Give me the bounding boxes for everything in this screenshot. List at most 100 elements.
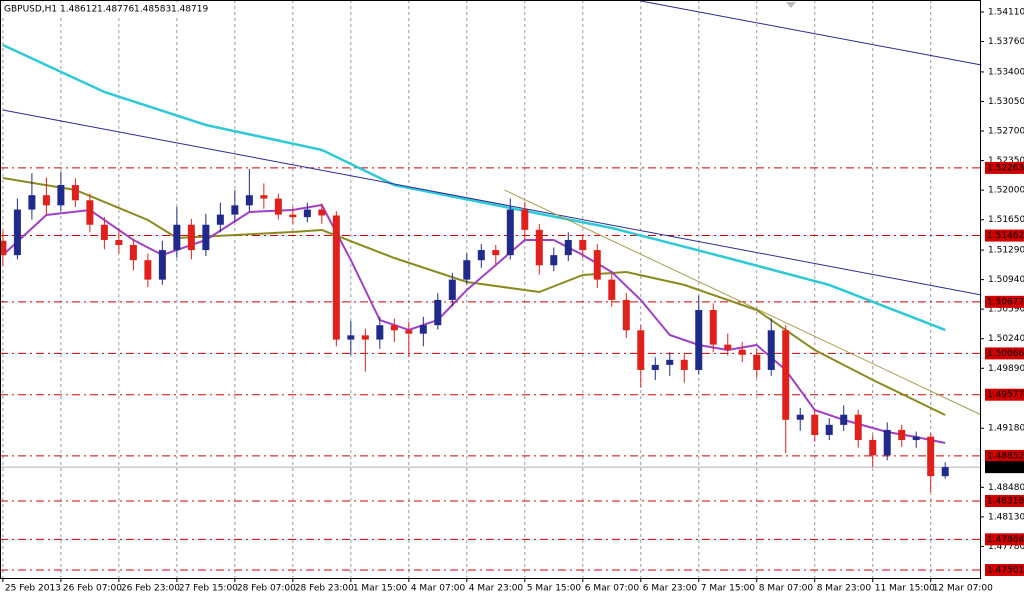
x-tick-label: 1 Mar 15:00 — [353, 584, 408, 594]
level-label: 1.50066 — [987, 349, 1024, 359]
y-tick-label: 1.51650 — [988, 215, 1024, 225]
candle-body — [13, 209, 21, 256]
candle-body — [927, 436, 935, 477]
x-tick-label: 27 Feb 15:00 — [179, 584, 238, 594]
candle-body — [376, 325, 384, 340]
level-label: 1.47501 — [987, 565, 1024, 575]
candle-body — [86, 200, 94, 225]
candle-body — [912, 436, 920, 441]
x-tick-label: 5 Mar 15:00 — [527, 584, 582, 594]
y-tick-label: 1.48130 — [988, 512, 1024, 522]
level-label-bg — [985, 495, 1024, 508]
candle-body — [202, 224, 210, 251]
candle-body — [550, 255, 558, 266]
high-price: 1.48776 — [97, 5, 134, 15]
candle-body — [535, 229, 543, 266]
candle-body — [260, 195, 268, 199]
indicator-line — [504, 189, 982, 416]
y-tick-label: 1.52700 — [988, 127, 1024, 137]
last-price-label: 1.48719 — [987, 463, 1024, 473]
plot-border — [0, 0, 981, 579]
candle-body — [115, 239, 123, 246]
candles-layer — [0, 169, 949, 493]
y-tick-label: 1.53050 — [988, 97, 1024, 107]
candle-body — [695, 310, 703, 370]
candle-body — [767, 330, 775, 370]
candle-body — [57, 185, 65, 206]
candle-body — [0, 240, 7, 256]
candle-body — [303, 209, 311, 218]
candle-body — [347, 335, 355, 340]
indicator-line — [2, 43, 946, 332]
candle-body — [477, 250, 485, 261]
candle-body — [245, 195, 253, 206]
x-tick-label: 26 Feb 23:00 — [121, 584, 180, 594]
candle-body — [564, 239, 572, 256]
y-tick-label: 1.47780 — [988, 542, 1024, 552]
candle-body — [318, 209, 326, 216]
candle-body — [274, 198, 282, 215]
y-tick-label: 1.53400 — [988, 67, 1024, 77]
candle-body — [419, 325, 427, 334]
candle-body — [158, 250, 166, 280]
level-label-bg — [985, 229, 1024, 242]
x-tick-label: 7 Mar 15:00 — [701, 584, 756, 594]
y-tick-label: 1.52000 — [988, 186, 1024, 196]
level-label: 1.52263 — [987, 163, 1024, 173]
candle-body — [840, 414, 848, 425]
candle-body — [666, 359, 674, 365]
y-tick-label: 1.49890 — [988, 364, 1024, 374]
level-label-bg — [985, 449, 1024, 462]
candle-body — [637, 330, 645, 370]
candle-body — [216, 214, 224, 225]
level-label-bg — [985, 533, 1024, 546]
candle-body — [492, 250, 500, 256]
candle-body — [579, 239, 587, 251]
header-bg — [2, 2, 192, 15]
level-label-bg — [985, 388, 1024, 401]
x-tick-label: 6 Mar 23:00 — [643, 584, 698, 594]
y-tick-label: 1.54110 — [988, 7, 1024, 17]
y-tick-label: 1.50590 — [988, 305, 1024, 315]
candle-body — [883, 429, 891, 456]
candle-body — [448, 279, 456, 300]
candle-body — [724, 344, 732, 350]
candle-body — [709, 310, 717, 345]
candle-body — [187, 224, 195, 251]
level-label: 1.49577 — [987, 390, 1024, 400]
candle-body — [42, 195, 50, 206]
level-label: 1.50677 — [987, 297, 1024, 307]
x-tick-label: 4 Mar 23:00 — [469, 584, 524, 594]
indicator-line — [640, 0, 982, 66]
x-tick-label: 28 Feb 07:00 — [237, 584, 296, 594]
last-price-bg — [985, 461, 1024, 474]
candle-body — [506, 209, 514, 256]
candle-body — [463, 260, 471, 280]
y-tick-label: 1.50240 — [988, 334, 1024, 344]
candle-body — [332, 215, 340, 340]
candle-body — [898, 429, 906, 441]
x-tick-label: 25 Feb 2013 — [5, 584, 61, 594]
y-tick-label: 1.51290 — [988, 246, 1024, 256]
level-label: 1.51462 — [987, 231, 1024, 241]
candle-body — [521, 209, 529, 230]
candle-body — [434, 299, 442, 326]
x-tick-label: 12 Mar 07:00 — [933, 584, 993, 594]
symbol: GBPUSD,H1 — [4, 5, 57, 15]
candle-body — [680, 359, 688, 370]
candle-body — [100, 224, 108, 240]
y-tick-label: 1.53760 — [988, 37, 1024, 47]
candle-body — [231, 205, 239, 215]
level-label: 1.48852 — [987, 451, 1024, 461]
y-tick-label: 1.50940 — [988, 275, 1024, 285]
level-label: 1.48318 — [987, 497, 1024, 507]
y-tick-label: 1.52350 — [988, 156, 1024, 166]
candle-body — [144, 260, 152, 280]
candle-body — [854, 414, 862, 441]
candle-body — [651, 364, 659, 370]
level-label-bg — [985, 347, 1024, 360]
scroll-marker — [786, 2, 796, 8]
